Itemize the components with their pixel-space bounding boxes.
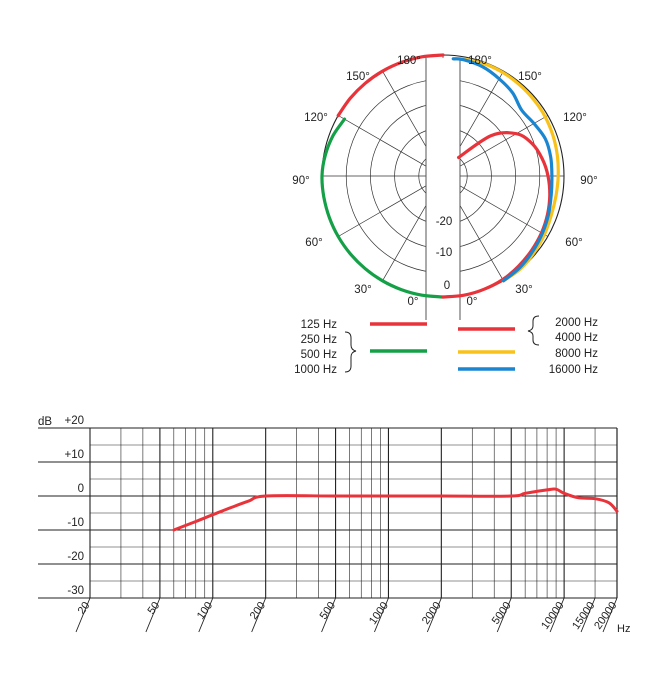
legend-label-500hz: 500 Hz — [301, 349, 338, 361]
x-tick-leader — [321, 597, 336, 633]
legend-brace-left — [344, 331, 357, 373]
angle-label-left-120: 120° — [304, 112, 328, 124]
polar-legend: 125 Hz 250 Hz 500 Hz 1000 Hz 2000 Hz 400… — [294, 315, 598, 376]
legend-label-16000hz: 16000 Hz — [549, 364, 598, 376]
legend-label-8000hz: 8000 Hz — [555, 348, 598, 360]
frequency-curve — [172, 487, 619, 532]
legend-label-1000hz: 1000 Hz — [294, 364, 337, 376]
x-tick-label: 20000 — [592, 600, 619, 632]
angle-label-right-120: 120° — [563, 112, 587, 124]
x-tick-label: 1000 — [367, 600, 391, 627]
x-tick-label: 20 — [76, 600, 93, 617]
polar-curve-right-4 — [451, 57, 554, 283]
angle-label-right-0: 0° — [467, 296, 478, 308]
x-tick-leader — [602, 597, 618, 633]
frequency-response-line — [172, 487, 619, 532]
x-tick-label: 100 — [195, 600, 215, 622]
angle-label-left-180: 180° — [397, 55, 421, 67]
x-tick-label: 5000 — [490, 600, 514, 627]
x-tick-leader — [580, 597, 596, 633]
polar-curve-left-0 — [336, 53, 445, 118]
x-tick-label: 200 — [248, 600, 268, 622]
legend-brace-right — [527, 315, 540, 346]
y-tick-label: 0 — [78, 483, 84, 495]
x-tick-leader — [145, 597, 161, 633]
angle-label-right-30: 30° — [515, 284, 532, 296]
angle-label-left-30: 30° — [354, 284, 371, 296]
polar-curve-right-3 — [451, 57, 560, 283]
legend-label-2000hz: 2000 Hz — [555, 317, 598, 329]
y-tick-label: +20 — [64, 415, 84, 427]
x-tick-leader — [549, 597, 565, 633]
frequency-response-chart: dB +20 +10 0 -10 -20 -30 20 50 100 200 500 1000 200… — [38, 415, 630, 635]
radial-tick-label-minus10: -10 — [436, 247, 453, 259]
radial-tick-label-0: 0 — [444, 280, 450, 292]
x-tick-label: 10000 — [539, 600, 566, 632]
x-tick-label: 2000 — [420, 600, 444, 627]
legend-label-125hz: 125 Hz — [301, 319, 338, 331]
frequency-grid — [38, 427, 618, 599]
x-tick-leader — [198, 597, 214, 633]
x-tick-leader — [426, 597, 442, 633]
x-tick-leader — [374, 597, 389, 633]
angle-label-right-150: 150° — [518, 71, 542, 83]
x-axis-label: Hz — [617, 623, 630, 635]
polar-center-divider — [426, 58, 460, 320]
y-axis-label: dB — [38, 416, 52, 428]
legend-label-250hz: 250 Hz — [301, 334, 338, 346]
y-tick-label: +10 — [64, 449, 84, 461]
x-tick-leader — [496, 597, 512, 633]
y-tick-labels: +20 +10 0 -10 -20 -30 — [64, 415, 84, 597]
y-tick-label: -30 — [67, 585, 84, 597]
x-tick-leader — [251, 597, 267, 633]
radial-tick-label-minus20: -20 — [436, 216, 453, 228]
polar-curve-left-1 — [320, 117, 445, 299]
x-tick-leader — [75, 597, 91, 633]
x-tick-label: 500 — [318, 600, 338, 622]
y-tick-label: -20 — [67, 551, 84, 563]
x-tick-label: 50 — [146, 600, 163, 617]
y-tick-label: -10 — [67, 517, 84, 529]
angle-label-right-180: 180° — [468, 55, 492, 67]
legend-label-4000hz: 4000 Hz — [555, 332, 598, 344]
angle-label-left-0: 0° — [408, 296, 419, 308]
polar-curves — [320, 53, 560, 299]
angle-label-left-150: 150° — [346, 71, 370, 83]
angle-label-left-60: 60° — [305, 237, 322, 249]
angle-label-left-90: 90° — [292, 175, 309, 187]
polar-plot: 180° 150° 120° 90° 60° 30° 0° 180° 150° … — [292, 53, 598, 320]
angle-label-right-90: 90° — [580, 175, 597, 187]
angle-label-right-60: 60° — [565, 237, 582, 249]
